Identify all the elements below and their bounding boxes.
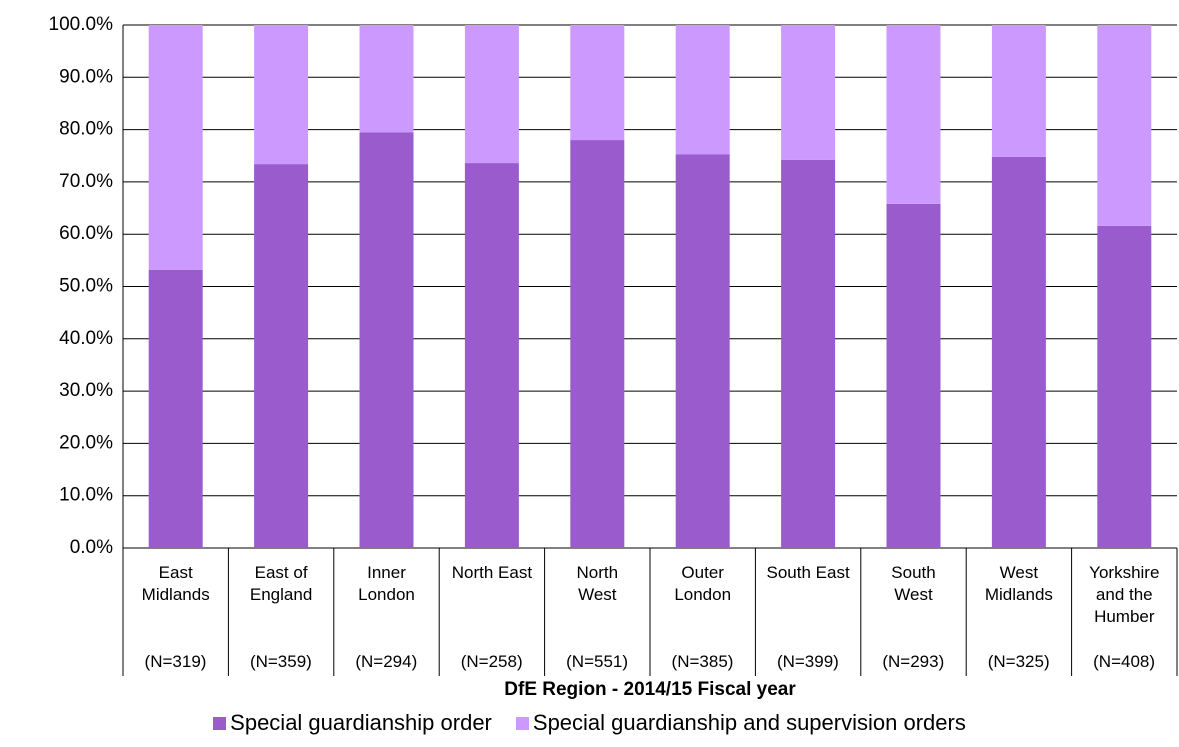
bar-segment (675, 154, 730, 548)
x-tick-label: East Midlands (141, 563, 210, 604)
bar-segment (148, 269, 203, 548)
bar-segment (675, 25, 730, 155)
legend-swatch (515, 717, 529, 730)
bar-segment (781, 25, 836, 160)
bar-segment (1097, 225, 1152, 548)
n-label: (N=319) (144, 652, 207, 671)
y-tick-label: 30.0% (59, 380, 113, 401)
y-tick-label: 70.0% (59, 171, 113, 192)
n-label: (N=408) (1093, 652, 1156, 671)
bar-segment (886, 25, 941, 204)
legend-label: Special guardianship order (230, 710, 492, 735)
x-tick-label: West Midlands (984, 563, 1053, 604)
n-label: (N=293) (882, 652, 945, 671)
legend: Special guardianship order Special guardi… (0, 710, 1179, 736)
bar-segment (991, 156, 1046, 548)
y-tick-label: 80.0% (59, 119, 113, 140)
bar-segment (1097, 25, 1152, 226)
n-label: (N=258) (460, 652, 523, 671)
x-tick-label: Outer London (674, 563, 732, 604)
x-tick-label: Yorkshire and the Humber (1089, 563, 1160, 626)
n-label: (N=385) (671, 652, 734, 671)
n-label: (N=325) (987, 652, 1050, 671)
n-label: (N=551) (566, 652, 629, 671)
y-tick-label: 60.0% (59, 223, 113, 244)
legend-swatch (213, 717, 227, 730)
x-tick-label: Inner London (358, 563, 415, 604)
y-tick-label: 50.0% (59, 276, 113, 297)
legend-item: Special guardianship order (213, 710, 492, 735)
bar-segment (254, 25, 309, 165)
n-label: (N=359) (249, 652, 312, 671)
bar-segment (359, 25, 414, 133)
bar-segment (570, 140, 625, 548)
x-tick-label: East of England (249, 563, 313, 604)
y-tick-label: 90.0% (59, 66, 113, 87)
legend-item: Special guardianship and supervision ord… (515, 710, 966, 735)
bar-segment (570, 25, 625, 141)
y-tick-label: 10.0% (59, 485, 113, 506)
n-label: (N=399) (776, 652, 839, 671)
bar-segment (254, 164, 309, 549)
bar-segment (148, 25, 203, 270)
bar-segment (991, 25, 1046, 157)
x-tick-label: South East (766, 563, 850, 582)
bar-segment (464, 25, 519, 164)
x-tick-label: North East (451, 563, 533, 582)
y-tick-label: 40.0% (59, 328, 113, 349)
y-tick-label: 20.0% (59, 432, 113, 453)
x-tick-label: North West (576, 563, 619, 604)
x-tick-label: South West (891, 563, 936, 604)
y-tick-label: 0.0% (70, 537, 113, 558)
y-tick-label: 100.0% (49, 14, 114, 35)
n-label: (N=294) (355, 652, 418, 671)
legend-label: Special guardianship and supervision ord… (532, 710, 966, 735)
bar-segment (781, 159, 836, 548)
bar-segment (464, 163, 519, 548)
x-axis-title: DfE Region - 2014/15 Fiscal year (504, 679, 796, 700)
bar-segment (359, 132, 414, 548)
bar-segment (886, 203, 941, 548)
